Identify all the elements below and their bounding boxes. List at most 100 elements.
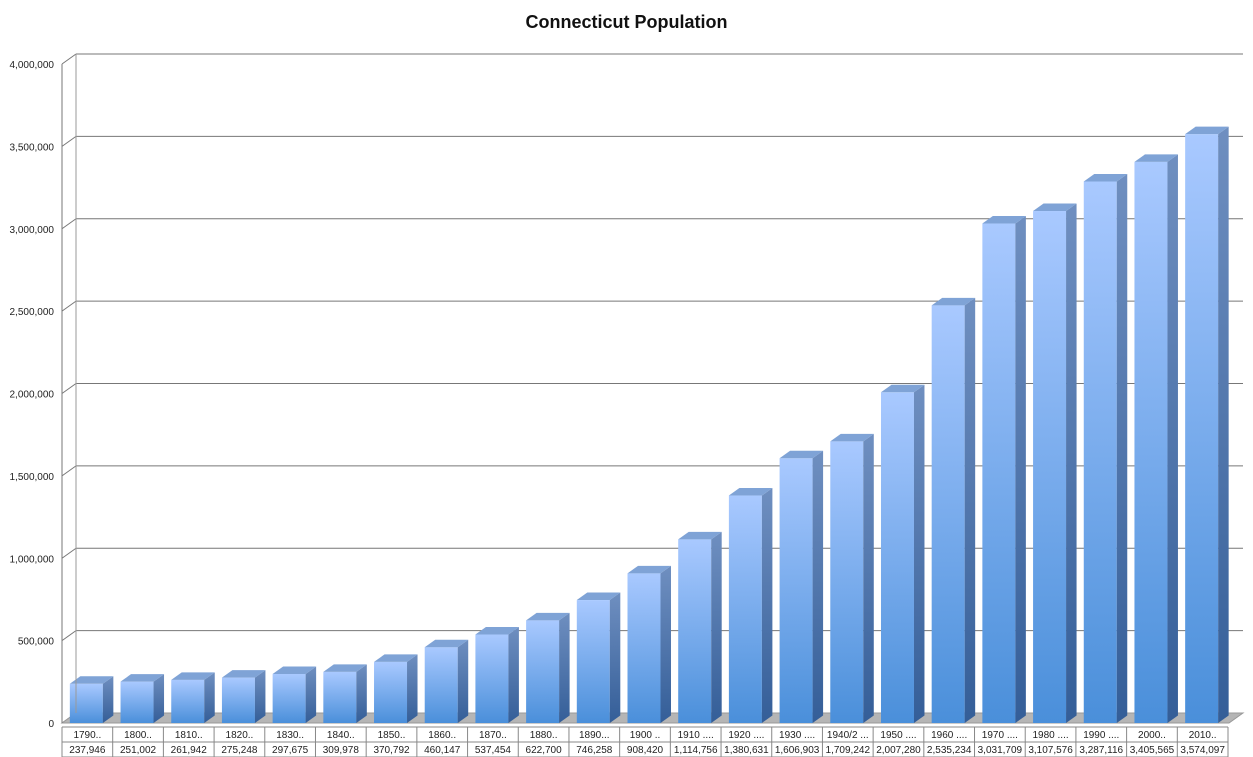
gridline-depth: [61, 465, 77, 477]
bar: [221, 670, 266, 723]
y-tick-label: 3,500,000: [10, 142, 55, 153]
x-tick-label: 2000..: [1138, 730, 1166, 741]
gridline-depth: [61, 300, 77, 312]
x-tick-label: 1820..: [226, 730, 254, 741]
bar-side: [863, 433, 874, 723]
chart-title: Connecticut Population: [525, 12, 728, 32]
x-tick-label: 1850..: [378, 730, 406, 741]
bar-side: [305, 666, 317, 723]
data-label: 1,114,756: [674, 745, 718, 756]
bar: [576, 592, 621, 723]
data-label: 261,942: [171, 745, 208, 756]
data-label: 460,147: [424, 745, 461, 756]
bar-side: [356, 664, 367, 723]
bar-top: [221, 670, 266, 678]
x-tick-label: 1950 ....: [880, 730, 916, 741]
y-tick-label: 1,500,000: [10, 472, 55, 483]
data-label: 1,606,903: [775, 745, 820, 756]
bar-front: [982, 223, 1016, 723]
x-tick-label: 1890...: [579, 730, 610, 741]
x-tick-label: 1800..: [124, 730, 152, 741]
bar-top: [69, 676, 114, 684]
bar: [627, 565, 671, 723]
gridline-depth: [61, 630, 77, 642]
bar: [678, 531, 722, 723]
bar-side: [1116, 173, 1128, 723]
data-label: 3,031,709: [978, 745, 1023, 756]
data-label: 370,792: [373, 745, 410, 756]
bar-side: [1167, 154, 1178, 723]
bar: [374, 654, 418, 723]
data-label: 622,700: [526, 745, 563, 756]
data-label: 237,946: [69, 745, 106, 756]
bar-top: [120, 674, 165, 682]
bar: [830, 433, 874, 723]
bar-front: [272, 673, 306, 723]
y-tick-label: 4,000,000: [10, 60, 55, 71]
gridline-depth: [61, 547, 77, 559]
bar-top: [779, 450, 824, 459]
bar-top: [323, 664, 367, 672]
bar-side: [761, 488, 773, 723]
bar-side: [913, 384, 925, 723]
data-label: 746,258: [576, 745, 613, 756]
bar-front: [424, 647, 458, 723]
x-tick-label: 1880..: [530, 730, 558, 741]
bar-top: [931, 297, 976, 306]
bar-front: [830, 441, 864, 723]
bar: [931, 297, 976, 723]
data-label: 908,420: [627, 745, 664, 756]
bar: [880, 384, 925, 723]
gridline-depth: [61, 383, 77, 394]
bar-side: [660, 565, 671, 723]
bar-front: [931, 305, 965, 723]
bar-front: [1185, 134, 1219, 723]
bar-top: [526, 612, 570, 621]
bar-side: [508, 626, 519, 723]
bar: [728, 488, 773, 723]
bar-front: [323, 671, 357, 723]
gridline-depth: [61, 218, 77, 230]
y-tick-label: 0: [48, 719, 54, 730]
bar-top: [728, 488, 773, 496]
x-tick-label: 2010..: [1189, 730, 1217, 741]
x-tick-label: 1990 ....: [1083, 730, 1119, 741]
data-label: 3,107,576: [1028, 745, 1073, 756]
bar-front: [728, 495, 762, 723]
x-tick-label: 1790..: [73, 730, 101, 741]
y-tick-label: 1,000,000: [10, 554, 55, 565]
bar-top: [830, 433, 874, 442]
bar-top: [1033, 203, 1077, 212]
bar: [1185, 126, 1229, 723]
bar: [526, 612, 570, 723]
bar-side: [102, 676, 114, 723]
bar: [69, 676, 114, 723]
bar-side: [407, 654, 418, 723]
bar-top: [1083, 173, 1128, 182]
bar-top: [1185, 126, 1229, 135]
bar-side: [1015, 216, 1026, 723]
x-tick-label: 1940/2 ...: [827, 730, 869, 741]
x-tick-label: 1910 ....: [678, 730, 714, 741]
data-label: 251,002: [120, 745, 157, 756]
x-tick-label: 1930 ....: [779, 730, 815, 741]
bar-front: [1134, 161, 1168, 723]
bar: [1083, 173, 1128, 723]
data-label: 3,574,097: [1180, 745, 1225, 756]
bar-front: [1033, 211, 1067, 723]
gridline-depth: [61, 53, 77, 65]
bar: [475, 626, 519, 723]
bar-front: [171, 679, 205, 723]
data-label: 2,535,234: [927, 745, 972, 756]
bar: [1033, 203, 1077, 723]
bar-front: [374, 661, 408, 723]
bar-top: [576, 592, 621, 601]
bar-front: [576, 600, 610, 723]
bar-side: [457, 639, 469, 723]
bar: [424, 639, 469, 723]
data-label: 3,405,565: [1130, 745, 1175, 756]
bar-front: [475, 634, 509, 723]
bar-top: [880, 384, 925, 393]
